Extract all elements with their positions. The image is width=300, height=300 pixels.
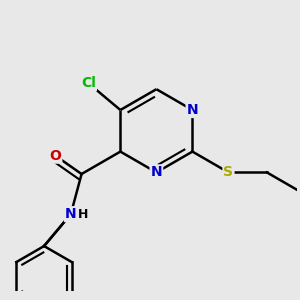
Text: Cl: Cl bbox=[81, 76, 96, 90]
Text: N: N bbox=[65, 207, 76, 221]
Text: N: N bbox=[151, 165, 162, 179]
Text: N: N bbox=[187, 103, 198, 117]
Text: S: S bbox=[224, 165, 233, 179]
Text: H: H bbox=[78, 208, 88, 221]
Text: O: O bbox=[50, 148, 61, 163]
